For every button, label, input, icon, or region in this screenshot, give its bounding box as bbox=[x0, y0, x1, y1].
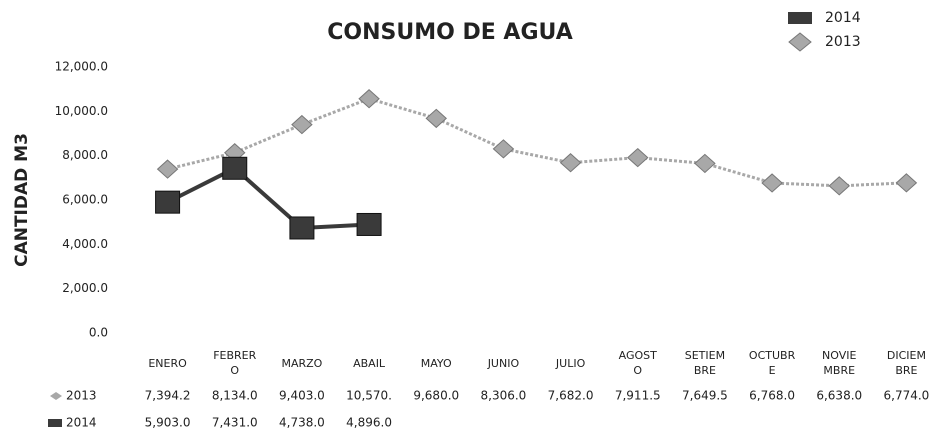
y-tick-label: 2,000.0 bbox=[62, 281, 108, 295]
x-tick-label-box: DICIEM BRE bbox=[886, 349, 926, 377]
x-tick-label: DICIEM BRE bbox=[886, 349, 926, 377]
x-tick-label: ENERO bbox=[148, 357, 187, 370]
y-axis-title: CANTIDAD M3 bbox=[12, 133, 32, 267]
point bbox=[895, 173, 918, 193]
chart-title: CONSUMO DE AGUA bbox=[327, 20, 572, 45]
table-row-label: 2014 bbox=[66, 416, 97, 430]
point bbox=[155, 190, 181, 214]
x-tick-label: SETIEM BRE bbox=[684, 349, 726, 377]
point bbox=[222, 156, 248, 180]
point bbox=[425, 108, 447, 129]
legend-label: 2013 bbox=[825, 34, 861, 50]
table-value: 6,638.0 bbox=[816, 389, 862, 403]
x-tick-label: JULIO bbox=[555, 357, 586, 370]
table-value: 7,394.2 bbox=[145, 389, 191, 403]
legend-label: 2014 bbox=[825, 10, 861, 26]
point bbox=[492, 139, 515, 159]
x-tick-label-box: FEBRER O bbox=[213, 349, 257, 377]
table-value: 5,903.0 bbox=[145, 416, 191, 430]
x-tick-label-box: AGOST O bbox=[618, 349, 657, 377]
point bbox=[358, 89, 380, 109]
series-line bbox=[166, 165, 370, 231]
y-tick-label: 0.0 bbox=[89, 326, 108, 340]
y-tick-label: 10,000.0 bbox=[55, 104, 108, 118]
table-legend-key bbox=[48, 419, 62, 427]
point bbox=[694, 153, 716, 174]
x-tick-label-box: OCTUBR E bbox=[748, 349, 796, 377]
table-value: 7,911.5 bbox=[615, 389, 661, 403]
x-tick-label-box: MARZO bbox=[281, 357, 323, 370]
x-tick-label: FEBRER O bbox=[213, 349, 257, 377]
table-value: 8,306.0 bbox=[481, 389, 527, 403]
table-value: 7,649.5 bbox=[682, 389, 728, 403]
x-tick-label: JUNIO bbox=[487, 357, 520, 370]
x-tick-label-box: ABAIL bbox=[353, 357, 386, 370]
table-value: 6,774.0 bbox=[884, 389, 930, 403]
y-tick-label: 8,000.0 bbox=[62, 148, 108, 162]
table-legend-key bbox=[50, 392, 62, 400]
legend-key bbox=[788, 12, 812, 24]
table-value: 6,768.0 bbox=[749, 389, 795, 403]
y-tick-label: 4,000.0 bbox=[62, 237, 108, 251]
x-tick-label-box: NOVIE MBRE bbox=[822, 349, 857, 377]
series-line bbox=[167, 97, 907, 188]
x-tick-label: MARZO bbox=[281, 357, 323, 370]
x-tick-label-box: JUNIO bbox=[487, 357, 520, 370]
x-tick-label-box: MAYO bbox=[420, 357, 452, 370]
table-row-label: 2013 bbox=[66, 389, 97, 403]
legend-key bbox=[788, 32, 812, 52]
point bbox=[289, 216, 315, 240]
x-tick-label-box: ENERO bbox=[148, 357, 187, 370]
table-value: 9,680.0 bbox=[413, 389, 459, 403]
table-value: 10,570. bbox=[346, 389, 392, 403]
x-tick-label: ABAIL bbox=[353, 357, 386, 370]
x-tick-label: NOVIE MBRE bbox=[822, 349, 857, 377]
table-value: 4,896.0 bbox=[346, 416, 392, 430]
table-value: 9,403.0 bbox=[279, 389, 325, 403]
y-tick-label: 12,000.0 bbox=[55, 60, 108, 74]
point bbox=[156, 159, 179, 179]
table-value: 7,431.0 bbox=[212, 416, 258, 430]
x-tick-label-box: JULIO bbox=[555, 357, 586, 370]
point bbox=[356, 212, 382, 236]
table-value: 4,738.0 bbox=[279, 416, 325, 430]
table-value: 8,134.0 bbox=[212, 389, 258, 403]
x-tick-label: OCTUBR E bbox=[748, 349, 796, 377]
point bbox=[291, 114, 313, 135]
x-tick-label: MAYO bbox=[420, 357, 452, 370]
point bbox=[627, 147, 649, 168]
table-value: 7,682.0 bbox=[548, 389, 594, 403]
point bbox=[559, 153, 582, 173]
y-tick-label: 6,000.0 bbox=[62, 193, 108, 207]
point bbox=[761, 173, 783, 193]
x-tick-label-box: SETIEM BRE bbox=[684, 349, 726, 377]
point bbox=[828, 176, 850, 196]
x-tick-label: AGOST O bbox=[618, 349, 657, 377]
